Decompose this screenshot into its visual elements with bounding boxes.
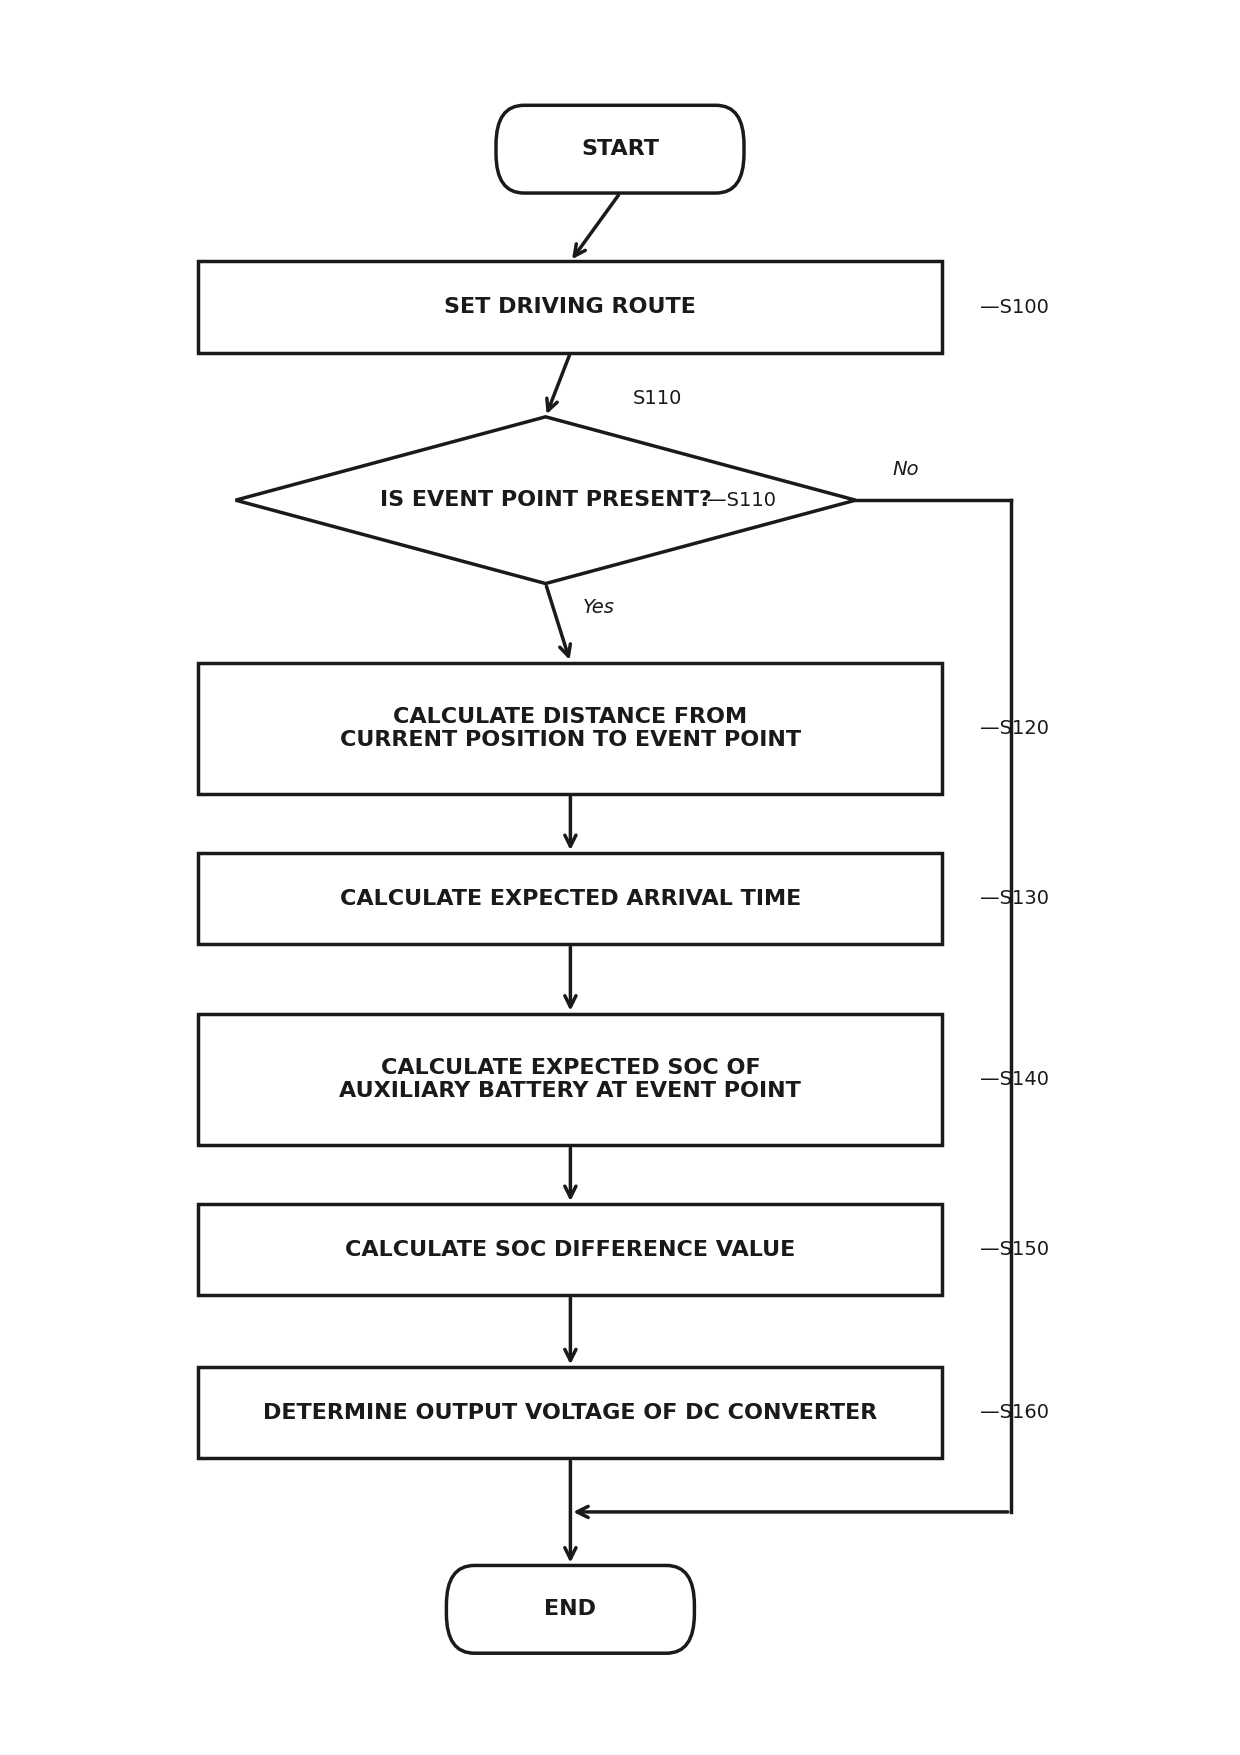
Text: —S150: —S150 xyxy=(980,1241,1049,1258)
Bar xyxy=(198,853,942,944)
Text: —S130: —S130 xyxy=(980,890,1049,907)
Text: END: END xyxy=(544,1599,596,1620)
Text: S110: S110 xyxy=(632,390,682,409)
Text: CALCULATE EXPECTED SOC OF
AUXILIARY BATTERY AT EVENT POINT: CALCULATE EXPECTED SOC OF AUXILIARY BATT… xyxy=(340,1058,801,1100)
Text: —S120: —S120 xyxy=(980,720,1049,737)
Bar xyxy=(198,1014,942,1144)
Bar xyxy=(198,1204,942,1295)
Bar xyxy=(198,663,942,793)
Bar xyxy=(198,261,942,353)
Text: CALCULATE SOC DIFFERENCE VALUE: CALCULATE SOC DIFFERENCE VALUE xyxy=(345,1239,796,1260)
Text: —S160: —S160 xyxy=(980,1404,1049,1422)
Polygon shape xyxy=(236,418,856,584)
Text: —S140: —S140 xyxy=(980,1071,1049,1088)
FancyBboxPatch shape xyxy=(446,1565,694,1653)
Text: CALCULATE DISTANCE FROM
CURRENT POSITION TO EVENT POINT: CALCULATE DISTANCE FROM CURRENT POSITION… xyxy=(340,707,801,749)
Text: No: No xyxy=(893,460,919,479)
Text: —S100: —S100 xyxy=(980,298,1049,316)
Text: IS EVENT POINT PRESENT?: IS EVENT POINT PRESENT? xyxy=(379,490,712,511)
Text: —S110: —S110 xyxy=(707,491,776,509)
Text: DETERMINE OUTPUT VOLTAGE OF DC CONVERTER: DETERMINE OUTPUT VOLTAGE OF DC CONVERTER xyxy=(263,1402,878,1423)
FancyBboxPatch shape xyxy=(496,105,744,193)
Bar xyxy=(198,1367,942,1458)
Text: CALCULATE EXPECTED ARRIVAL TIME: CALCULATE EXPECTED ARRIVAL TIME xyxy=(340,888,801,909)
Text: SET DRIVING ROUTE: SET DRIVING ROUTE xyxy=(444,297,697,318)
Text: START: START xyxy=(582,139,658,160)
Text: Yes: Yes xyxy=(583,598,615,616)
